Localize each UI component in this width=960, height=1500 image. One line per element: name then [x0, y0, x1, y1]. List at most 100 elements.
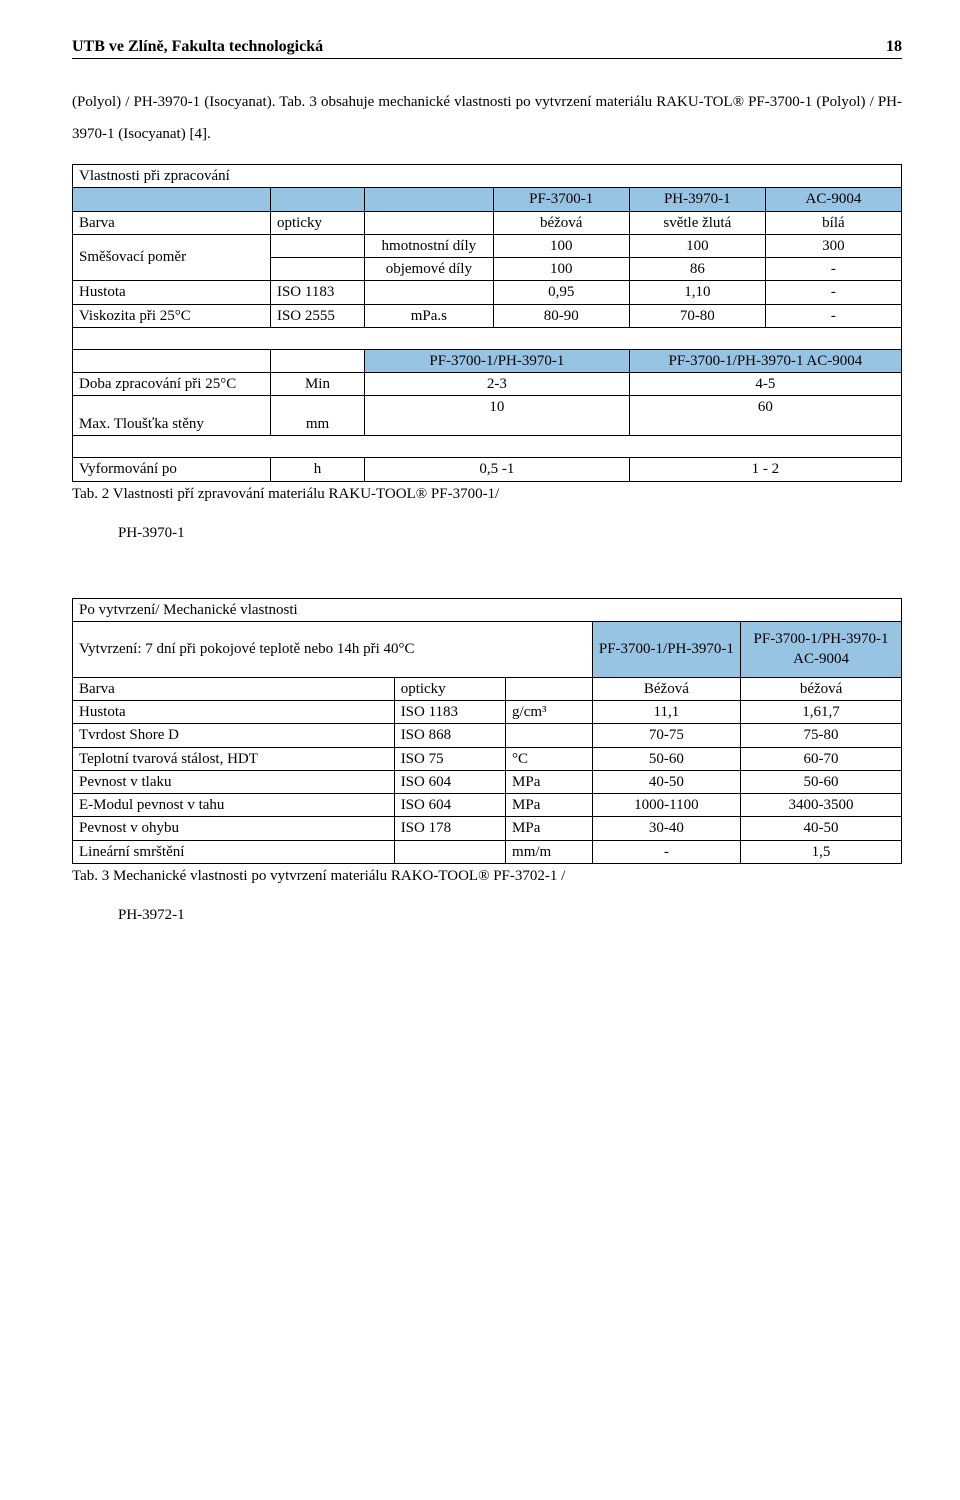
table-row: Hustota ISO 1183 0,95 1,10 - — [73, 281, 902, 304]
cell: 40-50 — [592, 770, 740, 793]
caption-continuation: PH-3972-1 — [118, 907, 902, 924]
table-row: Směšovací poměr hmotnostní díly 100 100 … — [73, 234, 902, 257]
col-header: PF-3700-1/PH-3970-1 AC-9004 — [741, 621, 902, 677]
table-row: Doba zpracování při 25°C Min 2-3 4-5 — [73, 373, 902, 396]
table-row: BarvaoptickyBéžovábéžová — [73, 677, 902, 700]
col-header: PF-3700-1/PH-3970-1 — [592, 621, 740, 677]
table-row: Tvrdost Shore DISO 86870-7575-80 — [73, 724, 902, 747]
intro-paragraph: (Polyol) / PH-3970-1 (Isocyanat). Tab. 3… — [72, 87, 902, 150]
table-row: E-Modul pevnost v tahuISO 604MPa1000-110… — [73, 794, 902, 817]
page-header: UTB ve Zlíně, Fakulta technologická 18 — [72, 38, 902, 59]
cell: béžová — [493, 211, 629, 234]
cell: 1 - 2 — [629, 458, 901, 481]
cell: MPa — [506, 817, 593, 840]
cell: 75-80 — [741, 724, 902, 747]
cell — [506, 677, 593, 700]
cell — [394, 840, 505, 863]
cell: 50-60 — [741, 770, 902, 793]
cell: 3400-3500 — [741, 794, 902, 817]
col-header: PF-3700-1 — [493, 188, 629, 211]
cell: 100 — [493, 234, 629, 257]
cell: 70-80 — [629, 304, 765, 327]
cell: g/cm³ — [506, 701, 593, 724]
cell: °C — [506, 747, 593, 770]
cell: 100 — [629, 234, 765, 257]
cell: 0,5 -1 — [365, 458, 630, 481]
table-title: Po vytvrzení/ Mechanické vlastnosti — [73, 598, 902, 621]
cell: ISO 604 — [394, 794, 505, 817]
cell: 100 — [493, 258, 629, 281]
cell: MPa — [506, 794, 593, 817]
table-title: Vlastnosti při zpracování — [73, 165, 902, 188]
row-label: Směšovací poměr — [73, 234, 271, 281]
cell: Béžová — [592, 677, 740, 700]
cell: 4-5 — [629, 373, 901, 396]
cell: mm/m — [506, 840, 593, 863]
row-label: Tvrdost Shore D — [73, 724, 395, 747]
table-mechanical-properties: Po vytvrzení/ Mechanické vlastnosti Vytv… — [72, 598, 902, 864]
cell: hmotnostní díly — [365, 234, 494, 257]
cell: objemové díly — [365, 258, 494, 281]
table-row: Viskozita při 25°C ISO 2555 mPa.s 80-90 … — [73, 304, 902, 327]
cell: 60-70 — [741, 747, 902, 770]
table-row: HustotaISO 1183g/cm³11,11,61,7 — [73, 701, 902, 724]
cell — [506, 724, 593, 747]
table-row: Vyformování po h 0,5 -1 1 - 2 — [73, 458, 902, 481]
row-label: Barva — [73, 211, 271, 234]
table-row: Po vytvrzení/ Mechanické vlastnosti — [73, 598, 902, 621]
table-row: Lineární smrštění mm/m-1,5 — [73, 840, 902, 863]
table-row: Pevnost v tlakuISO 604MPa40-5050-60 — [73, 770, 902, 793]
spacer-row — [73, 436, 902, 458]
cell: mPa.s — [365, 304, 494, 327]
row-label: Hustota — [73, 701, 395, 724]
row-label: Lineární smrštění — [73, 840, 395, 863]
row-label: Viskozita při 25°C — [73, 304, 271, 327]
cell: 40-50 — [741, 817, 902, 840]
cell: bílá — [765, 211, 901, 234]
cell: 1,5 — [741, 840, 902, 863]
cell: 50-60 — [592, 747, 740, 770]
cell: Min — [270, 373, 364, 396]
cell: světle žlutá — [629, 211, 765, 234]
col-header: PH-3970-1 — [629, 188, 765, 211]
cell: ISO 1183 — [270, 281, 364, 304]
table-header-row: PF-3700-1 PH-3970-1 AC-9004 — [73, 188, 902, 211]
cell: 1000-1100 — [592, 794, 740, 817]
col-header: AC-9004 — [765, 188, 901, 211]
cell: MPa — [506, 770, 593, 793]
cell: 0,95 — [493, 281, 629, 304]
col-header: PF-3700-1/PH-3970-1 AC-9004 — [629, 349, 901, 372]
table-row: Pevnost v ohybuISO 178MPa30-4040-50 — [73, 817, 902, 840]
table-caption: Tab. 3 Mechanické vlastnosti po vytvrzen… — [72, 868, 902, 885]
table-row: Barva opticky béžová světle žlutá bílá — [73, 211, 902, 234]
cell: ISO 868 — [394, 724, 505, 747]
cell: - — [765, 304, 901, 327]
row-label: Hustota — [73, 281, 271, 304]
cell: 80-90 — [493, 304, 629, 327]
cell: 300 — [765, 234, 901, 257]
cure-condition: Vytvrzení: 7 dní při pokojové teplotě ne… — [73, 621, 593, 677]
cell: - — [765, 281, 901, 304]
row-label: Teplotní tvarová stálost, HDT — [73, 747, 395, 770]
cell: - — [592, 840, 740, 863]
row-label: Barva — [73, 677, 395, 700]
table-caption: Tab. 2 Vlastnosti pří zpravování materiá… — [72, 486, 902, 503]
table-row: Max. Tloušťka stěny mm 10 60 — [73, 396, 902, 436]
cell: ISO 75 — [394, 747, 505, 770]
cell: mm — [270, 396, 364, 436]
table-header-row: PF-3700-1/PH-3970-1 PF-3700-1/PH-3970-1 … — [73, 349, 902, 372]
cell: 30-40 — [592, 817, 740, 840]
table-processing-properties: Vlastnosti při zpracování PF-3700-1 PH-3… — [72, 164, 902, 482]
row-label: Max. Tloušťka stěny — [73, 396, 271, 436]
row-label: E-Modul pevnost v tahu — [73, 794, 395, 817]
cell: ISO 178 — [394, 817, 505, 840]
cell: 60 — [629, 396, 901, 436]
cell: 10 — [365, 396, 630, 436]
cell: 11,1 — [592, 701, 740, 724]
header-page-number: 18 — [886, 38, 902, 56]
table-row: Vlastnosti při zpracování — [73, 165, 902, 188]
caption-continuation: PH-3970-1 — [118, 525, 902, 542]
cell: ISO 2555 — [270, 304, 364, 327]
cell: opticky — [270, 211, 364, 234]
cell: ISO 604 — [394, 770, 505, 793]
